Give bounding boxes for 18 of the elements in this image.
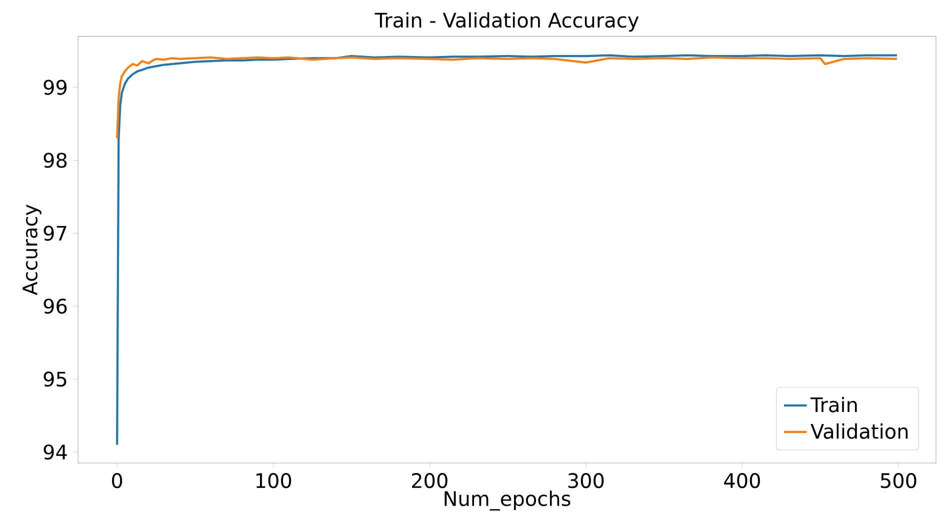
y-tick-label: 96 bbox=[44, 298, 67, 314]
chart-title: Train - Validation Accuracy bbox=[374, 12, 639, 32]
y-tick-label: 94 bbox=[44, 444, 67, 460]
x-tick-label: 0 bbox=[112, 473, 122, 488]
legend-label: Train bbox=[810, 396, 857, 412]
x-tick-label: 100 bbox=[256, 473, 292, 488]
x-tick-label: 200 bbox=[412, 473, 448, 488]
y-tick-label: 97 bbox=[44, 226, 66, 241]
x-tick-label: 500 bbox=[880, 473, 916, 488]
x-tick-label: 400 bbox=[724, 473, 760, 488]
y-tick-label: 98 bbox=[44, 152, 67, 168]
x-tick-label: 300 bbox=[568, 473, 604, 488]
y-tick-label: 99 bbox=[44, 80, 67, 95]
x-axis-title: Num_epochs bbox=[444, 490, 570, 511]
y-axis-title: Accuracy bbox=[22, 204, 42, 296]
y-tick-label: 95 bbox=[44, 372, 66, 387]
line-series bbox=[116, 56, 898, 140]
legend-label: Validation bbox=[810, 423, 908, 439]
